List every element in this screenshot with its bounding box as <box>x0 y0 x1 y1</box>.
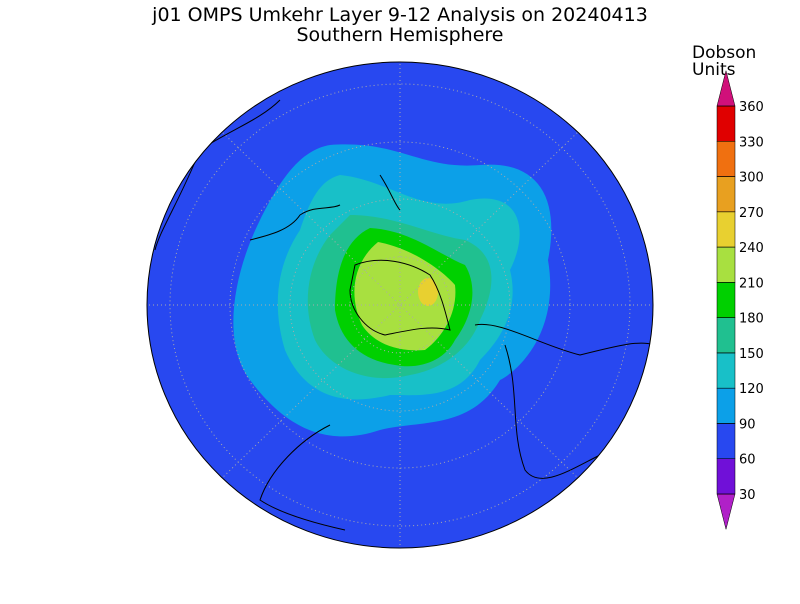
colorbar-segment <box>716 282 736 318</box>
colorbar: 30 60 90 120 150 180 210 240 270 300 330 360 <box>716 70 764 530</box>
colorbar-tick-label: 360 <box>739 100 764 115</box>
colorbar-segment <box>716 493 736 530</box>
colorbar-tick-label: 150 <box>739 347 764 362</box>
colorbar-segment <box>716 105 736 142</box>
colorbar-tick-label: 330 <box>739 135 764 150</box>
colorbar-tick-label: 270 <box>739 206 764 221</box>
map <box>146 61 654 549</box>
colorbar-tick-label: 180 <box>739 312 764 327</box>
colorbar-label: Dobson <box>692 43 756 63</box>
graticule <box>147 62 653 548</box>
coastlines <box>154 99 653 531</box>
colorbar-tick-label: 30 <box>739 488 756 503</box>
contour-240 <box>418 278 438 306</box>
colorbar-tick-label: 90 <box>739 417 756 432</box>
colorbar-tick-label: 240 <box>739 241 764 256</box>
colorbar-segment <box>716 211 736 248</box>
colorbar-segment <box>716 317 736 354</box>
subtitle: Southern Hemisphere <box>296 24 503 46</box>
colorbar-segment <box>716 387 736 424</box>
colorbar-segment <box>716 141 736 177</box>
colorbar-tick-label: 60 <box>739 453 756 468</box>
colorbar-segment <box>716 352 736 389</box>
title: j01 OMPS Umkehr Layer 9-12 Analysis on 2… <box>151 4 648 26</box>
colorbar-segment <box>716 176 736 213</box>
colorbar-tick-label: 300 <box>739 171 764 186</box>
colorbar-segment <box>716 458 736 495</box>
colorbar-tick-label: 120 <box>739 382 764 397</box>
colorbar-label: Units <box>692 60 736 80</box>
colorbar-segment <box>716 423 736 459</box>
map-border <box>146 61 654 549</box>
colorbar-tick-label: 210 <box>739 276 764 291</box>
contour-210 <box>354 242 456 351</box>
colorbar-segment <box>716 246 736 283</box>
